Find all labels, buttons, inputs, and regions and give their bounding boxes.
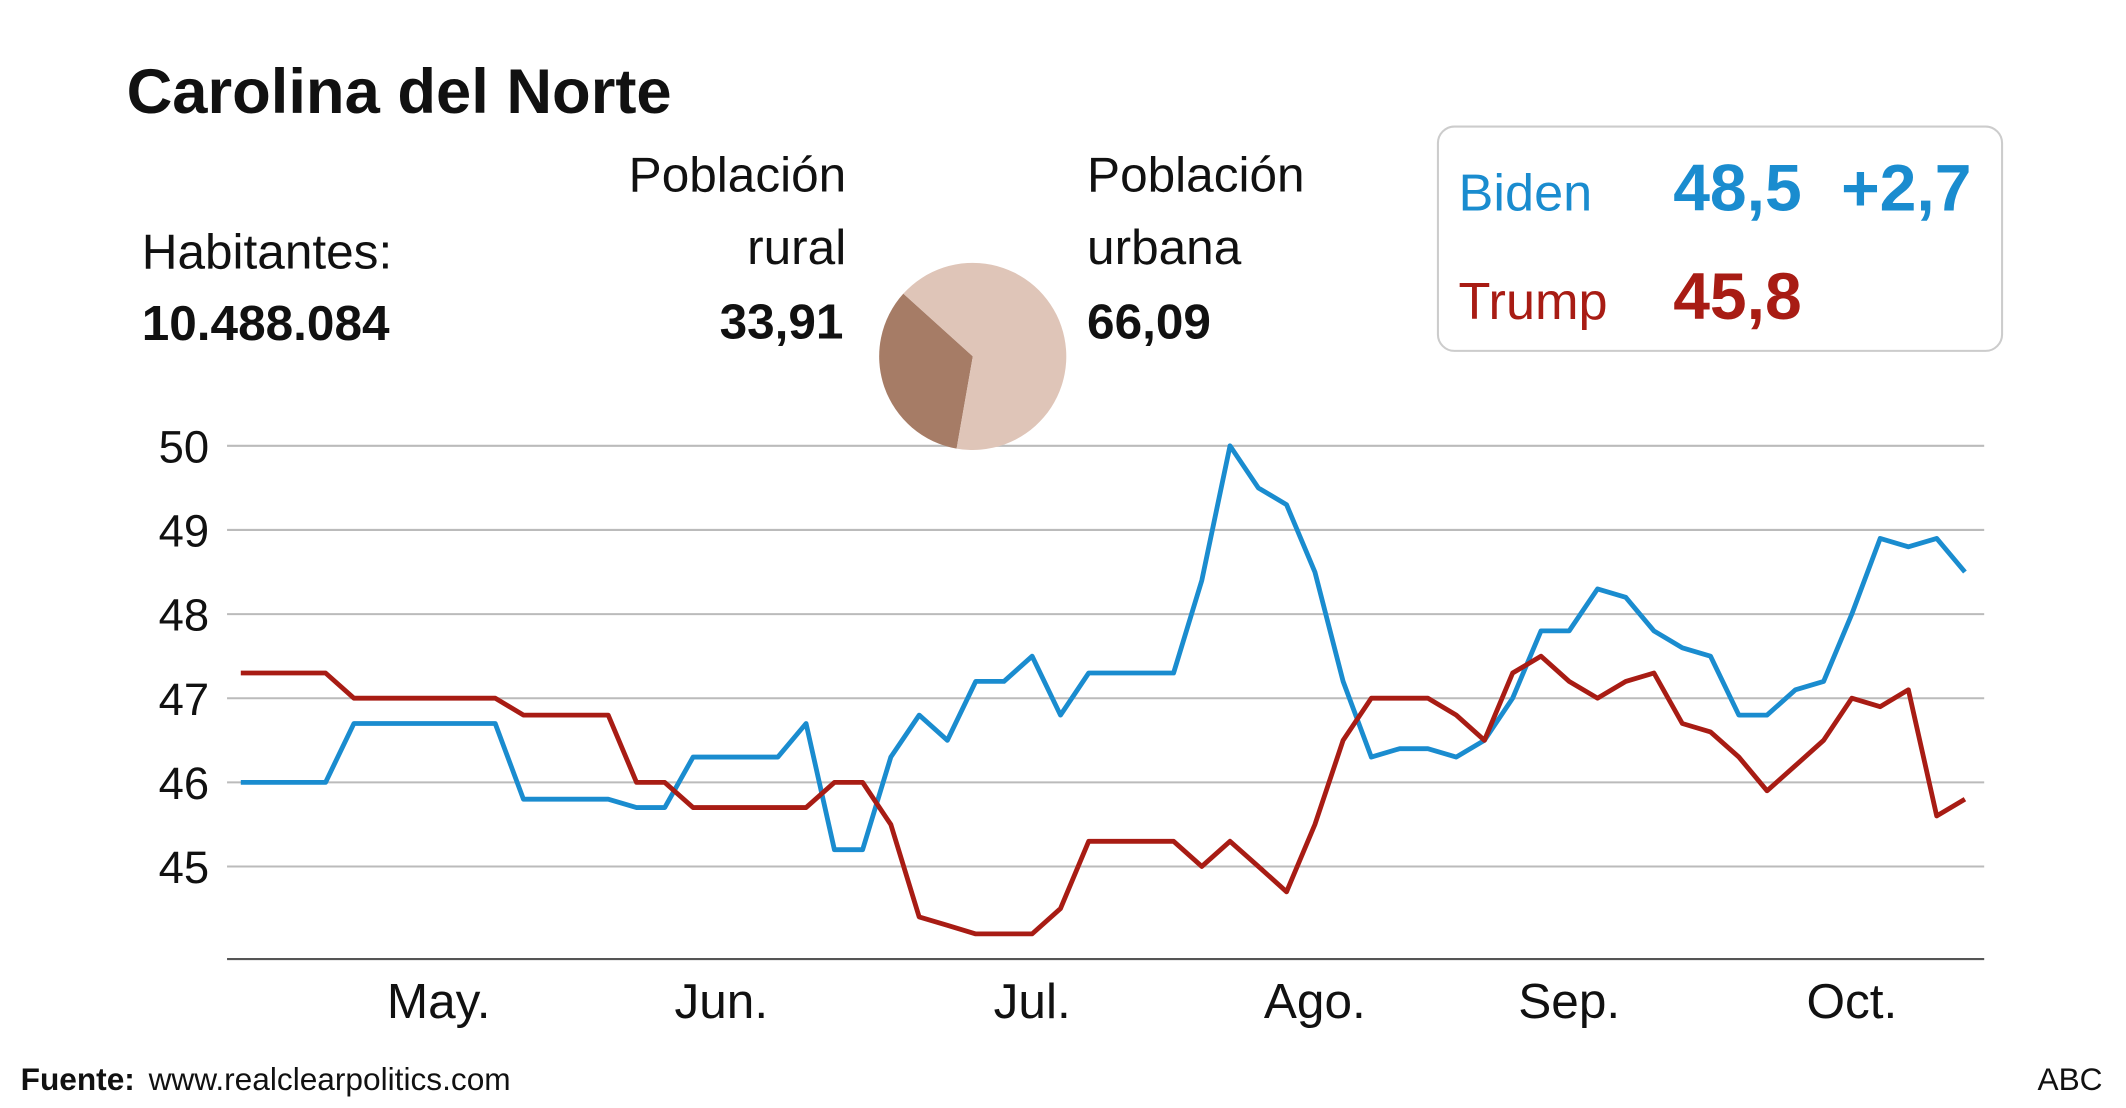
x-tick-label: Jun. xyxy=(674,974,768,1029)
candidate-lead: +2,7 xyxy=(1841,151,1971,225)
x-tick-label: Sep. xyxy=(1518,974,1620,1029)
candidate-name: Trump xyxy=(1459,273,1608,331)
candidate-value: 48,5 xyxy=(1673,151,1802,225)
pie-category: Población urbana xyxy=(1087,145,1305,276)
pie-value-label: 66,09 xyxy=(1087,294,1211,349)
population-label: Habitantes: xyxy=(142,224,392,279)
y-tick-label: 48 xyxy=(159,590,210,641)
x-tick-label: Ago. xyxy=(1264,974,1366,1029)
y-tick-label: 46 xyxy=(159,758,210,809)
title: Carolina del Norte xyxy=(127,57,672,127)
source: www.realclearpolitics.com xyxy=(148,1061,511,1097)
candidate-name: Biden xyxy=(1459,165,1593,223)
candidate-value: 45,8 xyxy=(1673,259,1802,333)
y-tick-label: 47 xyxy=(159,674,210,725)
credit: ABC xyxy=(2037,1061,2102,1097)
y-tick-label: 45 xyxy=(159,842,210,893)
pie-category: Población rural xyxy=(628,145,847,276)
summary-box xyxy=(1436,125,2004,352)
x-tick-label: May. xyxy=(387,974,491,1029)
x-tick-label: Jul. xyxy=(994,974,1071,1029)
x-tick-label: Oct. xyxy=(1806,974,1897,1029)
line-series xyxy=(240,653,1967,937)
line-series xyxy=(240,443,1967,853)
pie-slice xyxy=(903,262,1067,450)
pie-slice xyxy=(879,293,973,449)
population-value: 10.488.084 xyxy=(142,296,390,351)
pie-value-label: 33,91 xyxy=(720,294,844,349)
y-tick-label: 50 xyxy=(159,421,210,472)
y-tick-label: 49 xyxy=(159,505,210,556)
source-label: Fuente: xyxy=(21,1061,135,1097)
